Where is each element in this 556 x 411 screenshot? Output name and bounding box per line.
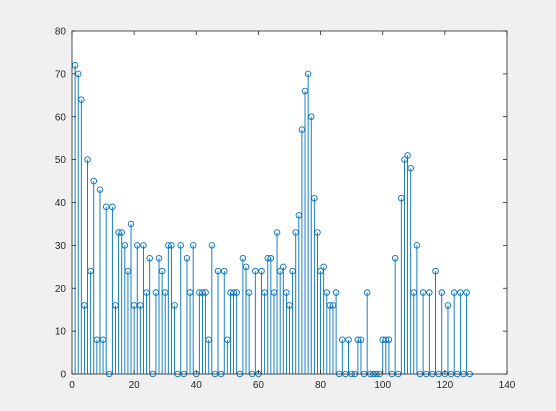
stem-marker: [140, 242, 147, 249]
stem-marker: [96, 186, 104, 193]
stem-marker: [463, 289, 470, 296]
y-tick-label: 60: [55, 112, 67, 123]
x-tick-label: 20: [129, 380, 141, 391]
stem-marker: [457, 289, 464, 296]
stem-marker: [273, 229, 281, 236]
stem-marker: [171, 302, 178, 309]
stem-marker: [391, 254, 399, 262]
stem-marker: [419, 289, 427, 296]
stem-marker: [242, 263, 250, 271]
stem-marker: [118, 229, 125, 236]
y-tick-label: 40: [55, 198, 67, 209]
stem-marker: [280, 263, 287, 271]
stem-marker: [208, 242, 216, 249]
stem-marker: [413, 242, 421, 249]
stem-marker: [311, 194, 318, 202]
x-tick-label: 0: [69, 380, 75, 391]
stem-series: [71, 62, 473, 378]
stem-marker: [158, 267, 166, 275]
y-axis-ticks: 0 10 20 30 40 50 60 70 80: [55, 27, 507, 381]
stem-marker: [404, 152, 411, 159]
y-tick-label: 0: [60, 370, 66, 381]
x-tick-label: 60: [253, 380, 265, 391]
x-tick-label: 40: [191, 380, 203, 391]
y-tick-label: 30: [55, 241, 67, 252]
stem-marker: [127, 220, 135, 228]
stem-marker: [121, 242, 129, 249]
stem-marker: [363, 289, 371, 296]
y-tick-label: 50: [55, 155, 67, 166]
stem-marker: [84, 156, 91, 163]
stem-marker: [189, 242, 197, 249]
stem-marker: [308, 113, 315, 120]
x-axis-ticks: 0 20 40 60 80 100 120 140: [69, 31, 516, 391]
stem-marker: [239, 254, 247, 262]
stem-marker: [233, 289, 240, 296]
stem-marker: [314, 229, 321, 236]
y-tick-label: 10: [55, 327, 67, 338]
stem-marker: [155, 254, 163, 262]
stem-marker: [426, 289, 433, 296]
stem-marker: [339, 336, 346, 343]
y-tick-label: 80: [55, 27, 67, 38]
stem-marker: [323, 289, 331, 296]
stem-marker: [444, 302, 452, 309]
stem-marker: [345, 336, 352, 343]
stem-marker: [177, 242, 184, 249]
x-tick-label: 140: [499, 380, 516, 391]
stem-marker: [220, 267, 228, 275]
stem-marker: [332, 289, 340, 296]
stem-marker: [450, 289, 458, 296]
x-tick-label: 100: [374, 380, 391, 391]
stem-marker: [320, 263, 327, 271]
stem-marker: [214, 267, 222, 275]
stem-marker: [304, 70, 312, 78]
stem-marker: [385, 336, 393, 343]
stem-marker: [432, 267, 439, 275]
y-tick-label: 20: [55, 284, 67, 295]
stem-marker: [438, 289, 446, 296]
stem-marker: [258, 267, 265, 275]
stem-marker: [102, 203, 110, 211]
stem-marker: [90, 177, 97, 185]
x-tick-label: 120: [437, 380, 454, 391]
stem-marker: [407, 164, 414, 172]
x-tick-label: 80: [315, 380, 327, 391]
stem-marker: [267, 254, 275, 262]
stem-marker: [245, 289, 253, 296]
stem-marker: [183, 254, 191, 262]
stem-marker: [252, 267, 259, 275]
stem-marker: [168, 242, 175, 249]
stem-marker: [357, 336, 365, 343]
stem-marker: [109, 203, 116, 211]
stem-marker: [283, 289, 290, 296]
stem-marker: [202, 289, 209, 296]
y-tick-label: 70: [55, 69, 67, 80]
stem-marker: [78, 96, 85, 103]
stem-marker: [146, 254, 153, 262]
stem-marker: [133, 242, 141, 249]
